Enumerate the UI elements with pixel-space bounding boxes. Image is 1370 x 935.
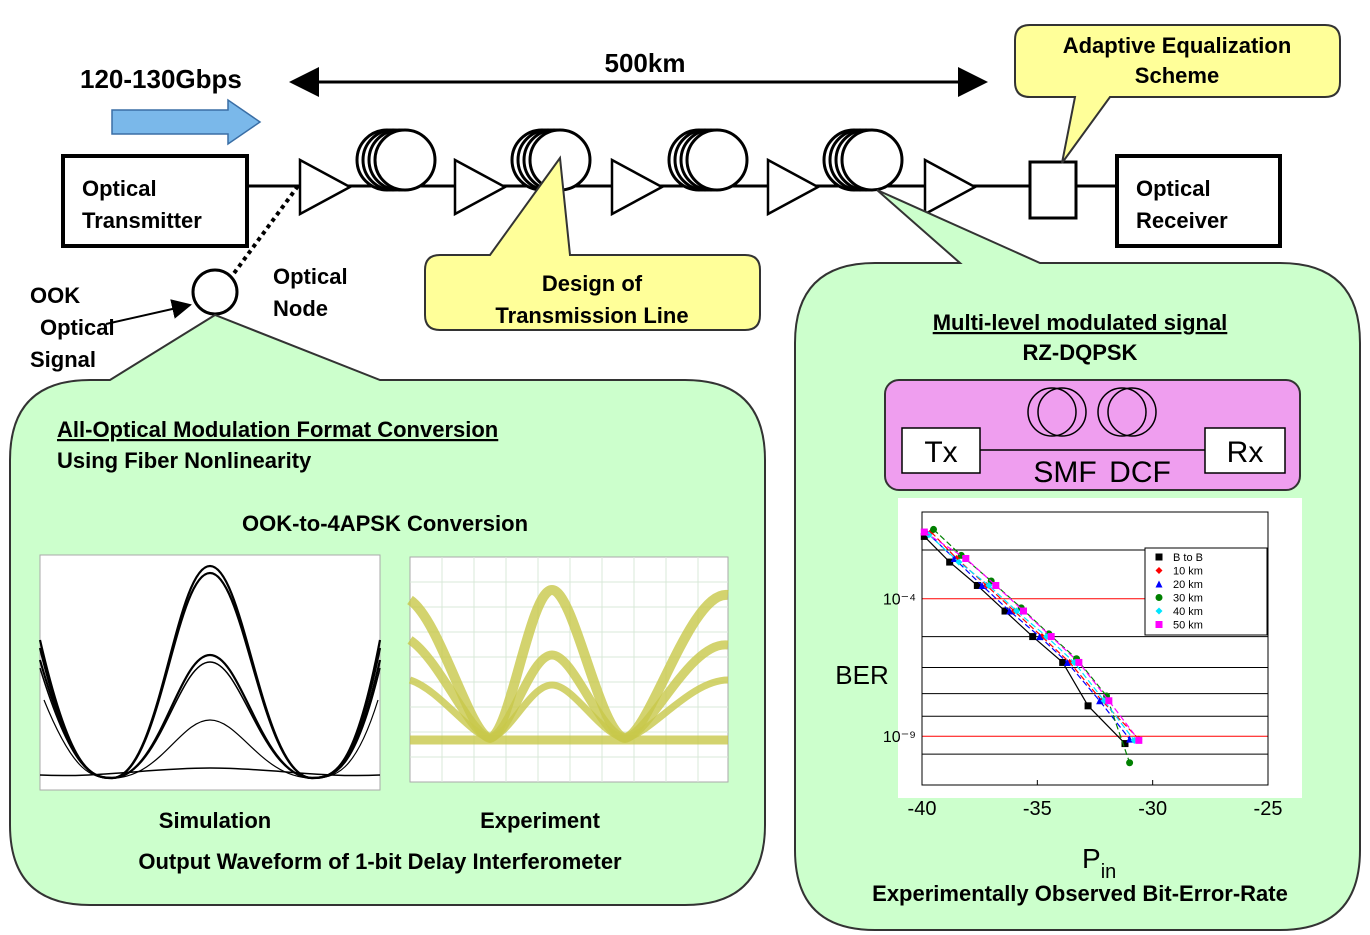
point (1135, 737, 1142, 744)
panel-heading: OOK-to-4APSK Conversion (242, 511, 528, 536)
equalizer (1030, 162, 1076, 218)
chart-background (898, 498, 1302, 798)
callout-text: Design of (542, 271, 643, 296)
diagram: 120-130Gbps 500km Optical Transmitter Op… (0, 0, 1370, 935)
rate: 120-130Gbps (80, 64, 242, 94)
point (1156, 554, 1163, 561)
waveform-label: Simulation (159, 808, 271, 833)
receiver-label: Receiver (1136, 208, 1228, 233)
distance: 500km (605, 48, 686, 78)
point (1029, 633, 1036, 640)
signal-label: OOK (30, 283, 80, 308)
point (1048, 633, 1055, 640)
y-tick-label: 10⁻⁴ (883, 592, 916, 609)
legend-label: 30 km (1173, 593, 1203, 605)
callout-text: Scheme (1135, 63, 1219, 88)
transmitter-label: Transmitter (82, 208, 202, 233)
panel-subtitle: Using Fiber Nonlinearity (57, 448, 312, 473)
point (1156, 594, 1163, 601)
spool-turn (375, 130, 435, 190)
panel-title: Multi-level modulated signal (933, 310, 1228, 335)
tx-label: Tx (924, 436, 957, 469)
point (1105, 697, 1112, 704)
x-tick-label: -25 (1254, 798, 1283, 820)
callout-text: Transmission Line (495, 303, 688, 328)
fiber-label: SMF (1033, 456, 1096, 489)
signal-label: Signal (30, 347, 96, 372)
page: {"header": {"rate": "120-130Gbps", "dist… (0, 0, 1370, 935)
x-axis-label-main: P (1082, 843, 1101, 874)
panel-subtitle: RZ-DQPSK (1023, 340, 1138, 365)
experiment-waveform (410, 557, 728, 782)
legend-box (1145, 548, 1267, 635)
legend-label: 50 km (1173, 620, 1203, 632)
simulation-waveform (40, 555, 380, 790)
x-tick-label: -40 (908, 798, 937, 820)
legend-label: 40 km (1173, 606, 1203, 618)
x-tick-label: -30 (1138, 798, 1167, 820)
amplifier (768, 160, 818, 214)
point (930, 526, 937, 533)
node-label: Optical (273, 264, 348, 289)
amplifier (455, 160, 505, 214)
spool-turn (842, 130, 902, 190)
legend-label: 10 km (1173, 566, 1203, 578)
point (1075, 659, 1082, 666)
point (1085, 702, 1092, 709)
point (992, 582, 999, 589)
point (1126, 759, 1133, 766)
signal-label: Optical (40, 315, 115, 340)
legend-label: 20 km (1173, 579, 1203, 591)
panel-caption: Output Waveform of 1-bit Delay Interfero… (138, 849, 622, 874)
waveform-label: Experiment (480, 808, 600, 833)
point (1020, 608, 1027, 615)
node-label: Node (273, 296, 328, 321)
amplifier (925, 160, 975, 214)
point (1156, 621, 1163, 628)
x-tick-label: -35 (1023, 798, 1052, 820)
receiver-label: Optical (1136, 176, 1211, 201)
callout-text: Adaptive Equalization (1063, 33, 1292, 58)
x-axis-label-sub: in (1101, 861, 1117, 883)
panel-caption: Experimentally Observed Bit-Error-Rate (872, 881, 1288, 906)
direction-arrow (112, 100, 260, 144)
optical-node (193, 270, 237, 314)
point (962, 555, 969, 562)
point (921, 529, 928, 536)
y-tick-label: 10⁻⁹ (883, 729, 916, 746)
rx-label: Rx (1227, 436, 1264, 469)
amplifier (300, 160, 350, 214)
legend-label: B to B (1173, 552, 1203, 564)
panel-title: All-Optical Modulation Format Conversion (57, 417, 498, 442)
signal-arrow (106, 305, 190, 324)
spool-turn (687, 130, 747, 190)
transmitter-label: Optical (82, 176, 157, 201)
amplifier (612, 160, 662, 214)
y-axis-label: BER (835, 660, 888, 690)
fiber-label: DCF (1109, 456, 1171, 489)
